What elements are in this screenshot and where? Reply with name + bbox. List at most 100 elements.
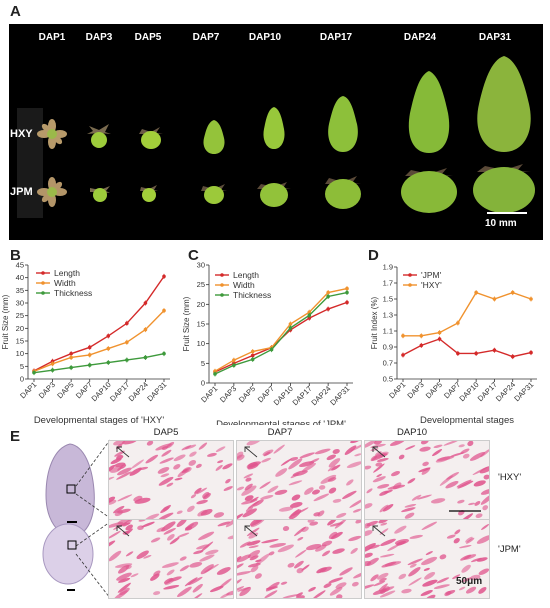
x-axis-label: Developmental stages of 'HXY' [34,415,165,425]
cell [401,588,412,594]
cell [114,563,133,568]
cell [460,448,470,455]
cell [159,457,174,464]
legend-label: Length [233,270,259,280]
x-tick-label: DAP5 [424,380,444,400]
cell [223,486,233,491]
data-point [510,354,515,359]
cell [458,586,466,591]
section-hxy-scale-bar [67,521,77,523]
data-point [162,274,166,279]
cell [373,580,386,587]
cell [443,441,460,446]
cell [113,505,125,514]
cell [308,586,316,592]
cell [480,449,489,458]
cell [381,561,397,568]
cell [480,488,489,495]
data-point [529,297,533,301]
cell [225,478,231,484]
cell [327,465,336,472]
cell [117,508,131,514]
cell [301,564,310,571]
cell [468,502,476,506]
data-point [162,308,166,313]
cell [123,520,133,527]
histology-stage-dap10: DAP10 [396,427,428,438]
y-tick-label: 25 [197,280,205,289]
data-point [213,372,217,376]
cell [158,512,174,519]
data-point [125,340,129,345]
cell [420,441,429,445]
fruit-jpm-dap7 [201,184,227,204]
cell [439,554,447,560]
data-point [69,351,73,356]
cell [173,464,181,470]
cell [309,458,320,464]
pointer-arrow [372,525,386,537]
data-point [307,316,312,320]
cell [394,525,407,534]
cell [125,565,132,570]
legend-marker [41,291,45,295]
cell [425,594,436,598]
cell [373,463,385,473]
cell [336,512,347,518]
cell [365,543,376,553]
cell [404,503,417,508]
cell [268,551,275,556]
y-tick-label: 0.9 [383,343,393,352]
tissue-cells [365,441,489,519]
cell [421,556,438,566]
cell [194,487,202,494]
cell [163,527,176,535]
cell [329,587,343,596]
cell [439,475,453,486]
cell [382,586,395,592]
series-line [33,310,165,373]
data-point [232,363,236,368]
cell [472,466,488,476]
cell [190,494,197,499]
cell [346,479,354,486]
data-point [125,358,129,362]
y-tick-label: 5 [20,362,24,371]
x-tick-label: DAP5 [55,380,75,400]
cell [436,577,450,584]
cell [354,453,361,457]
cell [318,485,326,490]
cell [239,541,251,548]
cell [249,555,259,561]
histology-scale-label: 50μm [456,576,483,587]
fruit-jpm-dap1 [37,177,67,207]
y-axis-label: Fruit Size (mm) [1,294,10,349]
cell [375,462,383,467]
cell [110,458,122,465]
cell [246,527,260,537]
cell [246,540,261,546]
cell [424,571,436,580]
cell [145,454,159,464]
cell [422,461,429,467]
cell [469,451,486,461]
cell [131,459,144,469]
legend-label: 'HXY' [421,280,442,290]
cell [309,521,319,526]
cell [478,568,489,576]
data-point [69,355,73,360]
cell [273,444,285,454]
cell [217,521,231,527]
fruit-hxy-dap7 [203,120,225,154]
cell [299,452,315,459]
cell [391,471,401,477]
cell [445,480,459,489]
cell [189,562,203,568]
cell [295,595,305,598]
cell [215,464,223,471]
x-tick-label: DAP17 [108,380,131,403]
pointer-arrow [372,446,386,458]
cell [113,590,128,598]
cell [311,489,320,495]
photo-scale-label: 10 mm [485,218,517,229]
